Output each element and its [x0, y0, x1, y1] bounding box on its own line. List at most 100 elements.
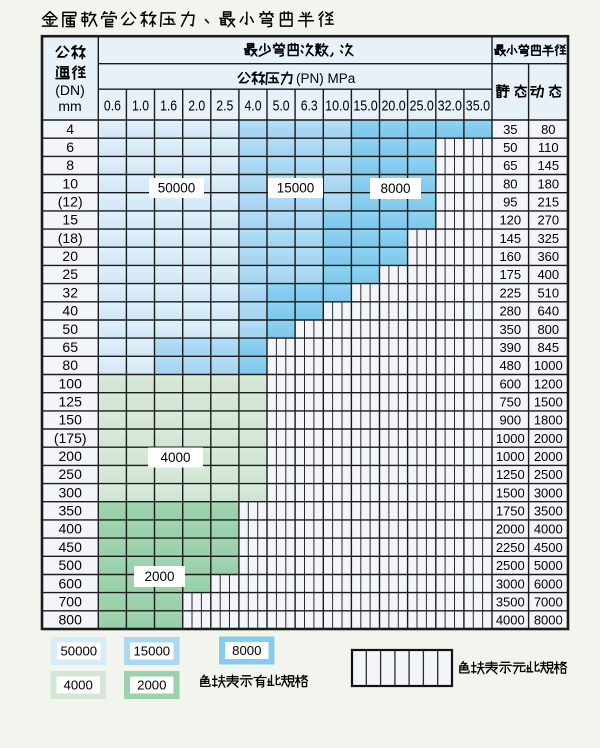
svg-text:120: 120 — [499, 213, 521, 228]
svg-text:5.0: 5.0 — [273, 98, 290, 115]
svg-text:8000: 8000 — [534, 613, 563, 628]
svg-text:20: 20 — [62, 248, 78, 264]
svg-text:50: 50 — [62, 321, 78, 337]
svg-text:325: 325 — [537, 231, 559, 246]
svg-text:225: 225 — [499, 285, 521, 300]
svg-text:160: 160 — [499, 249, 521, 264]
svg-text:800: 800 — [59, 612, 83, 628]
svg-text:900: 900 — [499, 413, 521, 428]
svg-text:180: 180 — [537, 176, 559, 191]
svg-text:(12): (12) — [58, 194, 83, 210]
svg-text:7000: 7000 — [534, 594, 563, 609]
svg-text:80: 80 — [62, 357, 78, 373]
svg-text:110: 110 — [538, 140, 559, 155]
svg-text:3500: 3500 — [534, 504, 563, 519]
svg-text:4000: 4000 — [534, 522, 563, 537]
svg-text:6000: 6000 — [534, 576, 563, 591]
svg-text:1500: 1500 — [496, 485, 525, 500]
svg-text:145: 145 — [537, 158, 559, 173]
svg-text:25: 25 — [62, 266, 78, 282]
svg-text:15000: 15000 — [133, 644, 170, 659]
svg-text:2000: 2000 — [144, 569, 174, 584]
svg-text:360: 360 — [537, 249, 559, 264]
svg-text:4000: 4000 — [160, 450, 190, 465]
svg-text:1500: 1500 — [534, 395, 563, 410]
svg-text:4.0: 4.0 — [245, 98, 262, 115]
svg-text:250: 250 — [59, 466, 83, 482]
svg-text:1800: 1800 — [534, 413, 563, 428]
svg-text:8000: 8000 — [232, 643, 261, 658]
svg-text:2000: 2000 — [137, 678, 166, 693]
svg-text:65: 65 — [503, 158, 517, 173]
svg-text:95: 95 — [503, 195, 517, 210]
svg-text:50000: 50000 — [158, 181, 196, 196]
svg-text:510: 510 — [537, 285, 559, 300]
svg-text:280: 280 — [499, 304, 521, 319]
svg-text:3000: 3000 — [534, 485, 563, 500]
svg-text:600: 600 — [499, 376, 521, 391]
svg-text:1000: 1000 — [496, 431, 525, 446]
svg-text:2000: 2000 — [534, 431, 563, 446]
svg-text:6.3: 6.3 — [301, 98, 318, 115]
svg-text:80: 80 — [541, 122, 555, 137]
svg-text:1750: 1750 — [496, 504, 525, 519]
svg-text:40: 40 — [62, 303, 78, 319]
svg-text:4500: 4500 — [534, 540, 563, 555]
svg-text:50: 50 — [503, 140, 517, 155]
svg-text:(175): (175) — [54, 430, 87, 446]
svg-text:10: 10 — [62, 175, 78, 191]
svg-text:2000: 2000 — [496, 522, 525, 537]
svg-text:(DN): (DN) — [55, 82, 85, 98]
svg-text:600: 600 — [59, 575, 83, 591]
svg-text:6: 6 — [66, 139, 74, 155]
svg-text:20.0: 20.0 — [381, 98, 405, 115]
svg-text:1200: 1200 — [534, 376, 563, 391]
svg-text:50000: 50000 — [60, 644, 97, 659]
svg-text:2500: 2500 — [496, 558, 525, 573]
svg-text:1.6: 1.6 — [160, 98, 177, 115]
svg-text:32: 32 — [62, 284, 78, 300]
svg-text:845: 845 — [537, 340, 559, 355]
svg-text:15: 15 — [62, 212, 78, 228]
svg-text:500: 500 — [59, 557, 83, 573]
svg-text:1250: 1250 — [496, 467, 525, 482]
svg-text:2250: 2250 — [496, 540, 525, 555]
svg-text:1000: 1000 — [496, 449, 525, 464]
svg-text:32.0: 32.0 — [438, 98, 462, 115]
svg-text:640: 640 — [537, 304, 559, 319]
svg-text:35.0: 35.0 — [466, 98, 490, 115]
svg-text:5000: 5000 — [534, 558, 563, 573]
svg-text:700: 700 — [59, 593, 83, 609]
svg-text:350: 350 — [59, 503, 83, 519]
svg-text:80: 80 — [503, 176, 517, 191]
svg-text:390: 390 — [499, 340, 521, 355]
svg-text:8000: 8000 — [380, 181, 410, 196]
svg-text:400: 400 — [537, 267, 559, 282]
svg-text:1.0: 1.0 — [132, 98, 149, 115]
svg-text:450: 450 — [59, 539, 83, 555]
svg-text:mm: mm — [58, 98, 81, 114]
svg-text:150: 150 — [59, 412, 83, 428]
svg-text:10.0: 10.0 — [325, 98, 349, 115]
svg-text:350: 350 — [499, 322, 521, 337]
svg-text:2.5: 2.5 — [216, 98, 233, 115]
svg-text:8: 8 — [66, 157, 74, 173]
svg-text:100: 100 — [59, 375, 83, 391]
svg-text:3500: 3500 — [496, 594, 525, 609]
svg-text:3000: 3000 — [496, 576, 525, 591]
svg-text:480: 480 — [499, 358, 521, 373]
svg-text:175: 175 — [499, 267, 521, 282]
svg-text:2500: 2500 — [534, 467, 563, 482]
svg-text:65: 65 — [62, 339, 78, 355]
svg-text:125: 125 — [59, 394, 83, 410]
svg-text:15.0: 15.0 — [353, 98, 377, 115]
svg-text:4000: 4000 — [496, 613, 525, 628]
svg-text:15000: 15000 — [277, 181, 315, 196]
svg-text:800: 800 — [537, 322, 559, 337]
svg-text:145: 145 — [499, 231, 521, 246]
svg-text:(18): (18) — [58, 230, 83, 246]
svg-text:4: 4 — [66, 121, 74, 137]
svg-text:750: 750 — [499, 395, 521, 410]
svg-text:270: 270 — [537, 213, 559, 228]
svg-text:25.0: 25.0 — [410, 98, 434, 115]
